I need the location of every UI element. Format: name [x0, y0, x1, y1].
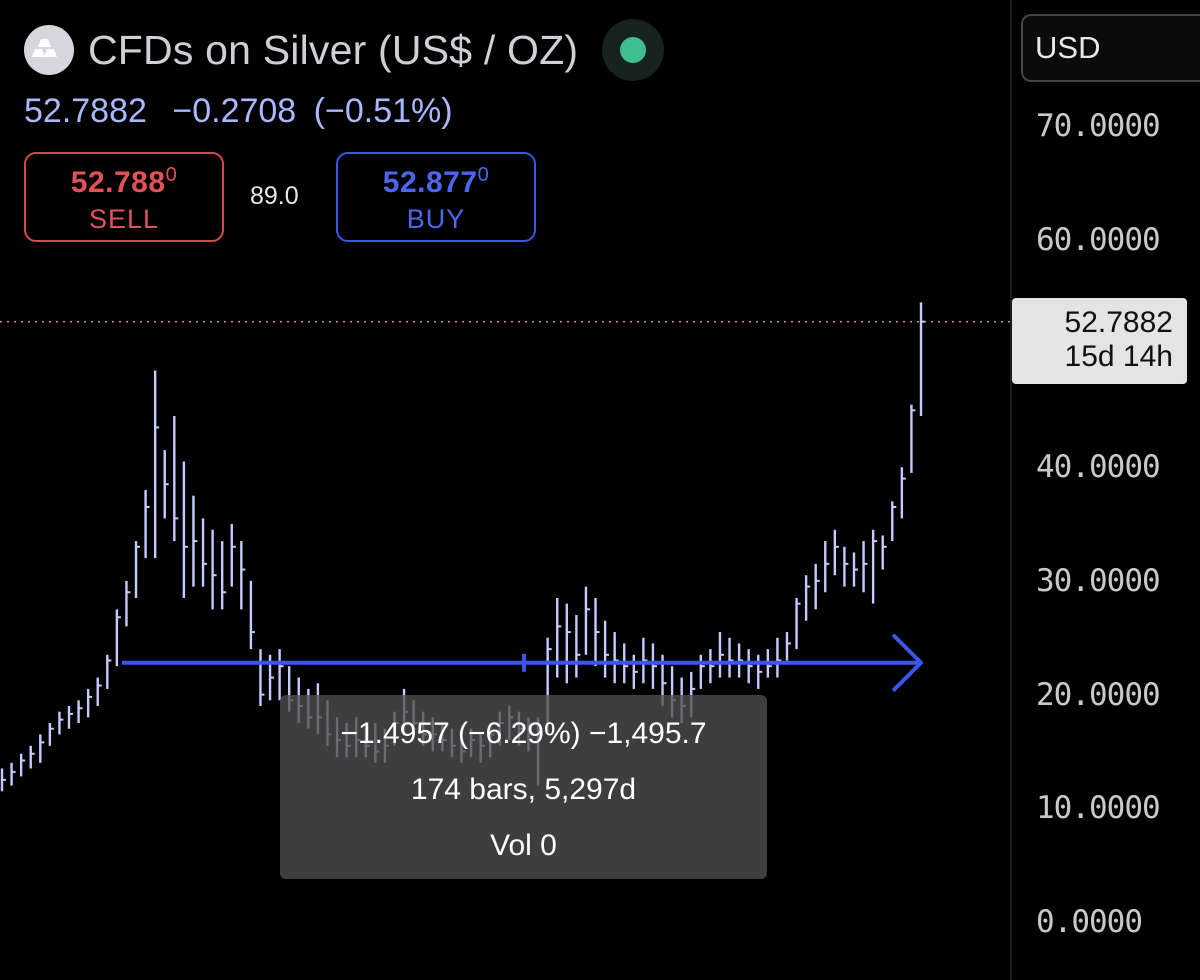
buy-label: BUY — [406, 204, 466, 234]
price-bar — [125, 580, 131, 627]
price-bar — [134, 541, 141, 598]
bar-countdown: 15d 14h — [1064, 340, 1173, 373]
price-bar — [144, 489, 150, 559]
market-status-indicator — [602, 19, 665, 81]
price-bar — [642, 637, 648, 684]
price-bar — [575, 615, 581, 678]
current-price-value: 52.7882 — [1064, 306, 1173, 339]
price-bar — [220, 541, 227, 610]
price-bar — [891, 501, 897, 542]
price-bar — [843, 546, 849, 587]
price-tick-label: 60.0000 — [1036, 221, 1161, 258]
price-bar — [833, 529, 839, 576]
price-bar — [776, 637, 782, 678]
price-bar — [86, 688, 93, 718]
price-bar — [96, 677, 102, 706]
price-bar — [795, 597, 801, 650]
price-bar — [115, 609, 121, 667]
price-bar — [10, 762, 16, 786]
price-tick-label: 0.0000 — [1036, 904, 1143, 940]
price-bar — [67, 705, 74, 729]
price-bar — [201, 518, 208, 587]
price-bar — [211, 529, 217, 610]
price-bar — [173, 416, 179, 542]
price-bar — [804, 575, 811, 621]
price-bar — [565, 603, 571, 684]
sell-button[interactable]: 52.7880 SELL — [24, 152, 224, 242]
price-bar — [632, 654, 638, 689]
price-bar — [919, 302, 925, 417]
price-bar — [651, 643, 657, 689]
spread-value: 89.0 — [250, 182, 299, 210]
price-bar — [785, 632, 791, 661]
price-bar — [613, 632, 619, 684]
measure-change: −1.4957 (−6.29%) −1,495.7 — [340, 717, 707, 750]
price-bar — [19, 753, 26, 777]
price-bar — [39, 734, 45, 763]
price-tick-label: 40.0000 — [1036, 449, 1161, 486]
price-bar — [556, 597, 562, 678]
price-bar — [0, 768, 6, 792]
price-bar — [699, 654, 705, 689]
market-open-dot-icon — [620, 37, 647, 63]
price-bar — [230, 524, 236, 587]
price-bar — [182, 461, 188, 598]
price-bar — [594, 597, 600, 667]
price-bar — [881, 535, 887, 570]
price-bar — [814, 563, 820, 610]
sell-label: SELL — [88, 204, 160, 234]
buy-button[interactable]: 52.8770 BUY — [336, 152, 536, 242]
currency-selector[interactable]: USD — [1021, 14, 1200, 82]
price-bar — [259, 649, 265, 706]
symbol-header: CFDs on Silver (US$ / OZ) — [24, 19, 665, 81]
price-bar — [709, 649, 715, 684]
price-bar — [29, 745, 35, 769]
price-bar — [584, 586, 590, 655]
price-bar — [718, 632, 724, 678]
price-tick-label: 30.0000 — [1036, 562, 1161, 599]
price-bar — [757, 654, 763, 689]
price-bar — [240, 541, 246, 610]
current-price-label: 52.7882 15d 14h — [1012, 298, 1187, 384]
sell-price: 52.7880 — [70, 164, 178, 199]
axis-divider — [1010, 0, 1012, 980]
price-bar — [163, 450, 169, 519]
price-bar — [192, 495, 198, 587]
price-bar — [871, 529, 878, 604]
price-bar — [77, 700, 83, 724]
buy-price: 52.8770 — [382, 164, 490, 199]
silver-bars-icon — [24, 25, 74, 75]
price-bar — [48, 723, 54, 746]
last-price: 52.7882 — [24, 92, 147, 130]
price-bar — [737, 643, 744, 678]
price-change: −0.2708 — [172, 92, 297, 130]
price-bar — [249, 580, 255, 650]
price-tick-label: 10.0000 — [1036, 790, 1161, 827]
price-bar — [58, 711, 64, 735]
price-bar — [824, 541, 830, 593]
price-bar — [900, 467, 906, 519]
price-tick-label: 20.0000 — [1036, 676, 1161, 713]
quote-summary: 52.7882 −0.2708 (−0.51%) — [24, 92, 469, 131]
price-bar — [106, 654, 112, 689]
price-bar — [603, 620, 610, 678]
price-tick-label: 70.0000 — [1036, 108, 1161, 145]
symbol-title[interactable]: CFDs on Silver (US$ / OZ) — [88, 26, 579, 73]
price-bar — [910, 404, 916, 473]
price-bar — [728, 637, 734, 678]
price-bar — [852, 552, 858, 587]
measure-range: 174 bars, 5,297d — [410, 773, 637, 806]
price-bar — [862, 541, 868, 593]
price-bar — [278, 649, 284, 701]
measure-arrowhead-icon[interactable] — [891, 633, 923, 693]
measure-volume: Vol 0 — [490, 829, 557, 862]
price-bar — [747, 649, 753, 684]
price-change-percent: (−0.51%) — [313, 92, 453, 130]
price-bar — [153, 370, 160, 559]
measure-tooltip: −1.4957 (−6.29%) −1,495.7 174 bars, 5,29… — [280, 695, 767, 879]
